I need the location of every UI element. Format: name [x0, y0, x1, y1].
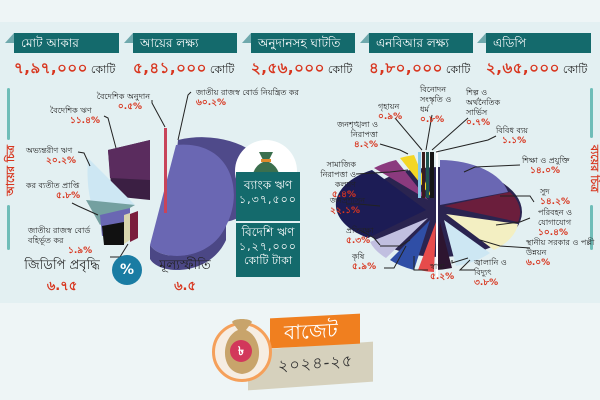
percent-value: ৬০.২% [196, 98, 226, 108]
bank-loan-title: ব্যাংক ঋণ [243, 178, 293, 192]
side-divider [7, 205, 10, 250]
percent-value: ০.৮% [420, 115, 445, 125]
percent-value: ১.৯% [68, 246, 93, 256]
kpi-label: এডিপি [477, 33, 591, 53]
inflation-label: মূল্যস্ফীতি [159, 258, 211, 273]
kpi-nbr-target: এনবিআর লক্ষ্য ৪,৮০,০০০ কোটি [360, 33, 473, 82]
percent-icon: % [112, 255, 142, 285]
percent-value: ২২.১% [330, 206, 360, 216]
expense-label-interest: সুদ ১৪.২% [540, 187, 570, 207]
percent-value: ৫.৪% [331, 190, 356, 200]
kpi-value: ৫,৪১,০০০ [133, 59, 207, 77]
income-label-non-nbr-tax: জাতীয় রাজস্ব বোর্ড বহির্ভূত কর ১.৯% [28, 226, 108, 256]
kpi-unit: কোটি [445, 63, 471, 76]
percent-value: ৪.২% [353, 140, 378, 150]
kpi-label: আয়ের লক্ষ্য [124, 33, 237, 53]
expense-label-industry: শিল্প ও অর্থনৈতিক সার্ভিস ০.৭% [466, 88, 508, 128]
expense-label-power: জ্বালানি ও বিদ্যুৎ ৩.৮% [474, 258, 514, 288]
percent-value: ৫.৩% [346, 236, 371, 246]
kpi-revenue-target: আয়ের লক্ষ্য ৫,৪১,০০০ কোটি [124, 33, 237, 82]
foreign-loan-value: ১,২৭,০০০ [239, 240, 297, 253]
expense-label-health: স্বাস্থ্য ৫.২% [430, 262, 455, 282]
kpi-adp: এডিপি ২,৬৫,০০০ কোটি [477, 33, 591, 82]
percent-value: ০.৭% [466, 118, 491, 128]
kpi-unit: কোটি [209, 63, 235, 76]
expense-label-public-order: জনশৃঙ্খলা ও নিরাপত্তা ৪.২% [320, 120, 378, 150]
foreign-loan-title: বিদেশি ঋণ [241, 225, 295, 239]
inflation-value: ৬.৫ [174, 279, 196, 294]
expense-label-culture: বিনোদন সংস্কৃতি ও ধর্ম ০.৮% [420, 85, 456, 125]
percent-value: ১.১% [502, 136, 527, 146]
side-divider [590, 88, 593, 138]
logo-taka-icon: ৳ [230, 340, 252, 362]
kpi-unit: কোটি [562, 63, 588, 76]
percent-value: ৫.৯% [352, 262, 377, 272]
percent-value: ০.৯% [378, 112, 403, 122]
percent-value: ১৪.২% [540, 197, 570, 207]
percent-value: ৫.৮% [56, 191, 81, 201]
bank-loan-box: ব্যাংক ঋণ ১,৩৭,৫০০ [236, 172, 300, 221]
income-label-domestic-loan: অভ্যন্তরীণ ঋণ ২০.২% [26, 146, 76, 166]
percent-value: ৬.০% [526, 258, 551, 268]
percent-value: ১০.৪% [538, 228, 568, 238]
logo-title: বাজেট [284, 317, 338, 345]
expense-label-local-govt: স্থানীয় সরকার ও পল্লী উন্নয়ন ৬.০% [526, 238, 598, 268]
logo-year: ২০২৪-২৫ [278, 351, 354, 376]
expense-label-agriculture: কৃষি ৫.৯% [352, 252, 377, 272]
kpi-label: অনুদানসহ ঘাটতি [242, 33, 355, 53]
expense-label-misc: বিবিধ ব্যয় ১.১% [496, 126, 528, 146]
top-band [0, 0, 600, 22]
percent-value: ৩.৮% [474, 278, 499, 288]
side-divider [590, 205, 593, 250]
expense-label-transport: পরিবহন ও যোগাযোগ ১০.৪% [538, 208, 593, 238]
gdp-growth: জিডিপি প্রবৃদ্ধি ৬.৭৫ [18, 256, 106, 298]
percent-value: ১১.৪% [70, 116, 100, 126]
expense-pie-chart [335, 150, 522, 278]
expense-label-education: শিক্ষা ও প্রযুক্তি ১৪.০% [522, 156, 570, 176]
side-divider [7, 88, 10, 140]
expense-label-public-admin: জনপ্রশাসন ২২.১% [330, 196, 366, 216]
foreign-loan-unit: কোটি টাকা [243, 254, 293, 267]
expense-label-social-safety: সামাজিক নিরাপত্তা ও কল্যাণ ৫.৪% [304, 160, 356, 200]
inflation: মূল্যস্ফীতি ৬.৫ [150, 256, 220, 298]
expense-side-label: ব্যয়ের চিত্র [588, 145, 600, 193]
bank-loan-value: ১,৩৭,৫০০ [239, 193, 297, 206]
expense-label-defence: প্রতিরক্ষা ৫.৩% [346, 226, 374, 246]
foreign-loan-box: বিদেশি ঋণ ১,২৭,০০০ কোটি টাকা [236, 223, 300, 277]
expense-label-housing: গৃহায়ন ০.৯% [378, 102, 403, 122]
gdp-value: ৬.৭৫ [46, 279, 78, 294]
income-label-foreign-grant: বৈদেশিক অনুদান ০.৫% [96, 92, 150, 112]
percent-value: ৫.২% [430, 272, 455, 282]
income-label-nbr-tax: জাতীয় রাজস্ব বোর্ড নিয়ন্ত্রিত কর ৬০.২% [196, 88, 299, 108]
income-label-non-tax: কর ব্যতীত প্রাপ্তি ৫.৮% [26, 181, 81, 201]
logo-title-banner: বাজেট [270, 313, 360, 349]
kpi-label: এনবিআর লক্ষ্য [360, 33, 473, 53]
kpi-value: ২,৬৫,০০০ [486, 59, 560, 77]
gdp-label: জিডিপি প্রবৃদ্ধি [24, 258, 100, 273]
kpi-deficit: অনুদানসহ ঘাটতি ২,৫৬,০০০ কোটি [242, 33, 355, 82]
kpi-unit: কোটি [90, 63, 116, 76]
income-label-foreign-loan: বৈদেশিক ঋণ ১১.৪% [50, 106, 100, 126]
kpi-total-size: মোট আকার ৭,৯৭,০০০ কোটি [5, 33, 119, 82]
percent-value: ২০.২% [46, 156, 76, 166]
percent-value: ০.৫% [117, 102, 143, 112]
kpi-unit: কোটি [327, 63, 353, 76]
kpi-value: ৭,৯৭,০০০ [14, 59, 88, 77]
kpi-value: ৪,৮০,০০০ [369, 59, 443, 77]
kpi-value: ২,৫৬,০০০ [251, 59, 325, 77]
kpi-label: মোট আকার [5, 33, 119, 53]
percent-value: ১৪.০% [530, 166, 560, 176]
